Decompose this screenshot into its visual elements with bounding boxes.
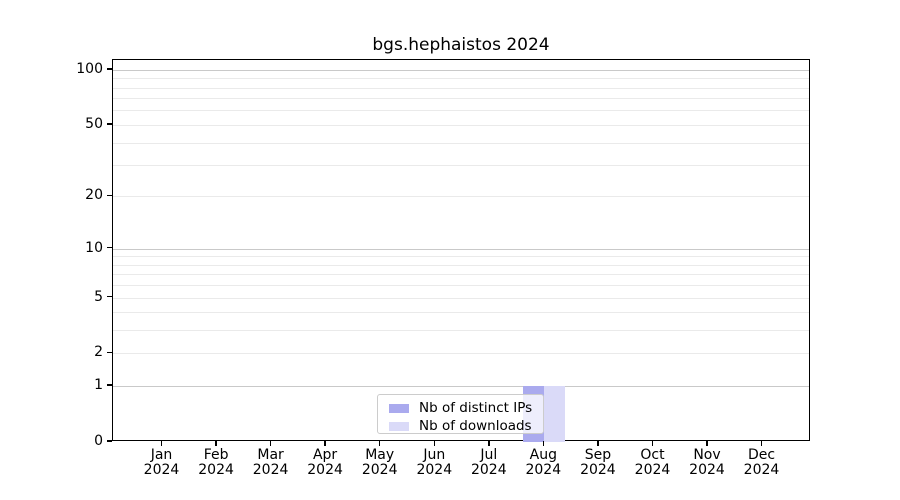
- y-axis-tick-label-50: 50: [85, 115, 103, 132]
- x-axis-tick-dec: [760, 441, 763, 446]
- minor-gridline-3: [113, 330, 809, 332]
- x-axis-tick-jan: [160, 441, 163, 446]
- y-axis-tick-5: [107, 295, 112, 298]
- x-axis-tick-label-mar: Mar 2024: [239, 448, 303, 478]
- x-axis-month-sep: Sep: [584, 447, 612, 463]
- x-axis-tick-may: [378, 441, 381, 446]
- y-axis-tick-label-100: 100: [76, 60, 103, 77]
- minor-gridline-50: [113, 124, 809, 126]
- plot-area: [112, 59, 810, 442]
- y-axis-tick-label-1: 1: [94, 377, 103, 394]
- y-axis-tick-label-5: 5: [94, 288, 103, 305]
- minor-gridline-90: [113, 78, 809, 80]
- x-axis-year-may: 2024: [361, 462, 398, 478]
- x-axis-month-oct: Oct: [640, 447, 665, 463]
- minor-gridline-9: [113, 256, 809, 258]
- x-axis-year-nov: 2024: [689, 462, 725, 478]
- x-axis-tick-oct: [651, 441, 654, 446]
- minor-gridline-8: [113, 264, 809, 266]
- x-axis-month-mar: Mar: [257, 447, 284, 463]
- x-axis-tick-jul: [488, 441, 490, 446]
- legend-label-downloads: Nb of downloads: [419, 418, 532, 434]
- legend-swatch-downloads: [389, 421, 409, 431]
- x-axis-tick-label-sep: Sep 2024: [566, 448, 630, 478]
- minor-gridline-40: [113, 142, 809, 144]
- x-axis-tick-feb: [215, 441, 217, 446]
- major-gridline-1: [113, 386, 809, 388]
- x-axis-month-feb: Feb: [203, 447, 229, 463]
- x-axis-year-jul: 2024: [470, 462, 507, 478]
- y-axis-tick-1: [107, 384, 112, 386]
- minor-gridline-2: [113, 353, 809, 355]
- x-axis-year-feb: 2024: [198, 462, 234, 478]
- x-axis-month-jun: Jun: [423, 447, 446, 463]
- minor-gridline-70: [113, 98, 809, 100]
- y-axis-tick-50: [107, 123, 112, 125]
- x-axis-tick-label-feb: Feb 2024: [184, 448, 248, 478]
- x-axis-month-may: May: [365, 447, 395, 463]
- x-axis-month-apr: Apr: [312, 447, 338, 463]
- y-axis-tick-label-2: 2: [94, 344, 103, 361]
- x-axis-tick-apr: [324, 441, 326, 446]
- x-axis-tick-label-jun: Jun 2024: [402, 448, 466, 478]
- minor-gridline-20: [113, 196, 809, 198]
- minor-gridline-6: [113, 285, 809, 287]
- bar-downloads-aug: [544, 386, 566, 442]
- x-axis-tick-label-apr: Apr 2024: [293, 448, 357, 478]
- x-axis-month-aug: Aug: [529, 447, 557, 463]
- x-axis-tick-jun: [433, 441, 435, 446]
- y-axis-tick-0: [107, 440, 112, 442]
- major-gridline-10: [113, 248, 809, 250]
- legend-item-downloads: Nb of downloads: [389, 418, 543, 434]
- x-axis-tick-sep: [597, 441, 599, 446]
- x-axis-month-jan: Jan: [150, 447, 173, 463]
- minor-gridline-80: [113, 87, 809, 89]
- x-axis-tick-label-aug: Aug 2024: [511, 448, 575, 478]
- x-axis-month-nov: Nov: [693, 447, 721, 463]
- y-axis-tick-100: [107, 68, 112, 70]
- legend-swatch-distinct-ips: [389, 403, 409, 413]
- x-axis-year-oct: 2024: [634, 462, 671, 478]
- x-axis-year-dec: 2024: [743, 462, 780, 478]
- x-axis-tick-label-jan: Jan 2024: [130, 448, 194, 478]
- y-axis-tick-10: [107, 246, 112, 249]
- y-axis-tick-label-20: 20: [85, 187, 103, 204]
- minor-gridline-4: [113, 312, 809, 314]
- minor-gridline-5: [113, 297, 809, 299]
- legend-box: Nb of distinct IPs Nb of downloads: [377, 394, 544, 434]
- x-axis-tick-label-jul: Jul 2024: [457, 448, 521, 478]
- minor-gridline-30: [113, 165, 809, 166]
- minor-gridline-7: [113, 274, 809, 276]
- x-axis-year-aug: 2024: [525, 462, 562, 478]
- y-axis-tick-20: [107, 194, 112, 197]
- x-axis-tick-label-may: May 2024: [348, 448, 412, 478]
- x-axis-year-mar: 2024: [252, 462, 289, 478]
- y-axis-tick-2: [107, 351, 112, 354]
- x-axis-month-dec: Dec: [747, 447, 776, 463]
- y-axis-tick-label-0: 0: [94, 433, 103, 449]
- legend-item-distinct-ips: Nb of distinct IPs: [389, 400, 543, 416]
- x-axis-tick-label-nov: Nov 2024: [675, 448, 739, 478]
- x-axis-month-jul: Jul: [480, 447, 498, 463]
- x-axis-year-sep: 2024: [580, 462, 616, 478]
- x-axis-tick-label-dec: Dec 2024: [730, 448, 794, 478]
- x-axis-tick-label-oct: Oct 2024: [621, 448, 685, 478]
- x-axis-tick-aug: [542, 441, 545, 446]
- x-axis-tick-mar: [269, 441, 272, 446]
- legend-label-distinct-ips: Nb of distinct IPs: [419, 400, 533, 416]
- x-axis-year-jan: 2024: [143, 462, 180, 478]
- major-gridline-100: [113, 69, 809, 71]
- chart-title: bgs.hephaistos 2024: [372, 35, 550, 55]
- x-axis-tick-nov: [706, 441, 708, 446]
- x-axis-year-apr: 2024: [307, 462, 343, 478]
- y-axis-tick-label-10: 10: [85, 239, 103, 256]
- x-axis-year-jun: 2024: [416, 462, 453, 478]
- minor-gridline-60: [113, 110, 809, 112]
